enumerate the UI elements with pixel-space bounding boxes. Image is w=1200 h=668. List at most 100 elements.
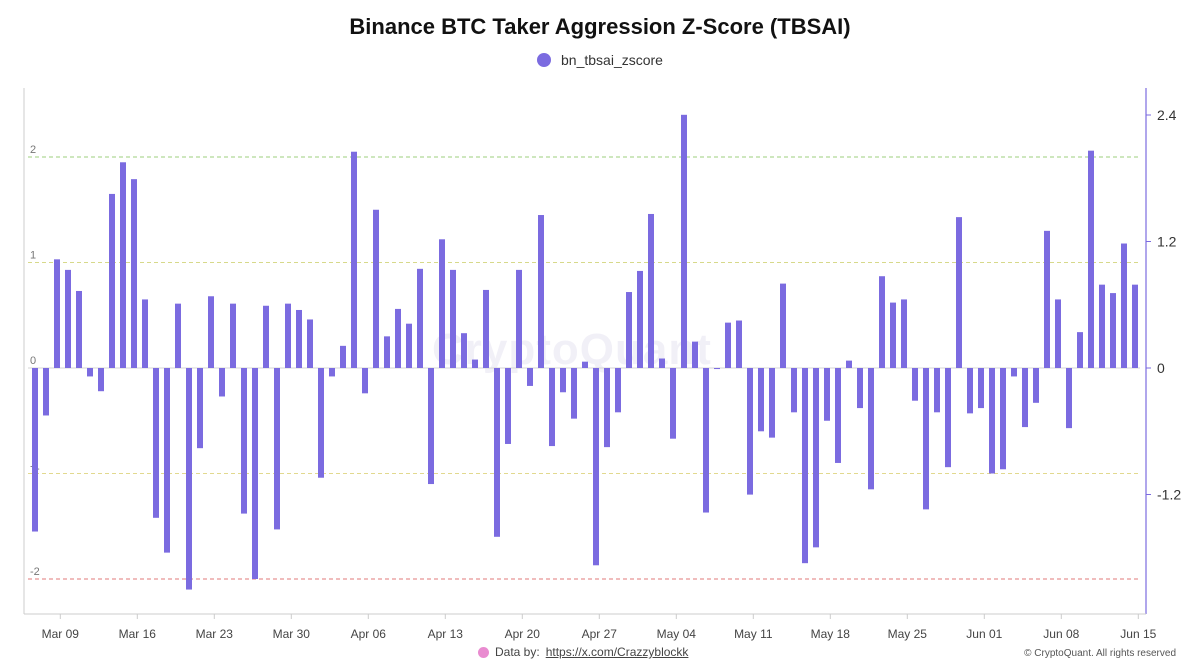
source-icon <box>478 646 489 658</box>
bar <box>813 368 819 548</box>
bar <box>87 368 93 377</box>
bar <box>263 305 269 368</box>
bar <box>351 151 357 368</box>
source-link[interactable]: https://x.com/Crazzyblockk <box>545 645 689 659</box>
bar <box>450 269 456 368</box>
x-axis-tick-label: May 04 <box>657 627 697 641</box>
bar <box>1066 368 1072 429</box>
x-axis-tick-label: Jun 15 <box>1120 627 1156 641</box>
bar <box>1022 368 1028 428</box>
bar <box>197 368 203 449</box>
bar <box>1088 150 1094 368</box>
x-axis-tick-label: Mar 30 <box>273 627 311 641</box>
left-axis-tick-label: -2 <box>30 566 40 578</box>
x-axis-tick-label: Mar 09 <box>42 627 80 641</box>
bar <box>274 368 280 530</box>
bar <box>186 368 192 590</box>
bar <box>538 215 544 368</box>
bar <box>296 309 302 368</box>
bar <box>1055 299 1061 368</box>
x-axis-tick-label: May 11 <box>734 627 773 641</box>
bar <box>483 289 489 368</box>
bar <box>439 239 445 368</box>
bar <box>923 368 929 510</box>
right-axis-tick-label: 1.2 <box>1157 234 1177 250</box>
bar <box>692 341 698 368</box>
bar <box>109 193 115 368</box>
left-axis-tick-label: 0 <box>30 355 36 367</box>
bar <box>329 368 335 377</box>
x-axis-tick-label: Mar 23 <box>196 627 234 641</box>
bar <box>648 213 654 368</box>
chart-title: Binance BTC Taker Aggression Z-Score (TB… <box>349 14 851 39</box>
bar <box>516 269 522 368</box>
bar <box>912 368 918 401</box>
bar <box>989 368 995 474</box>
bar <box>934 368 940 413</box>
bar <box>208 296 214 368</box>
bar <box>571 368 577 419</box>
bar <box>714 368 720 370</box>
bar <box>626 292 632 368</box>
bar <box>230 303 236 368</box>
bar <box>406 323 412 368</box>
bar <box>65 269 71 368</box>
right-axis-tick-label: -1.2 <box>1157 487 1181 503</box>
bar <box>142 299 148 368</box>
x-axis-tick-label: May 25 <box>888 627 928 641</box>
bar <box>505 368 511 444</box>
bar <box>1011 368 1017 377</box>
right-axis-tick-label: 2.4 <box>1157 107 1177 123</box>
x-axis-tick-label: Mar 16 <box>119 627 157 641</box>
bar <box>747 368 753 495</box>
bar <box>791 368 797 413</box>
bar <box>802 368 808 564</box>
bar <box>890 302 896 368</box>
bar <box>879 276 885 368</box>
legend-swatch <box>537 53 552 67</box>
bar <box>615 368 621 413</box>
bar <box>758 368 764 432</box>
bar <box>417 268 423 368</box>
bar <box>560 368 566 393</box>
bar <box>967 368 973 414</box>
x-axis-tick-label: Jun 01 <box>966 627 1002 641</box>
bar <box>318 368 324 478</box>
bar <box>956 217 962 368</box>
bar <box>725 322 731 368</box>
legend[interactable]: bn_tbsai_zscore <box>0 52 1200 68</box>
bar <box>175 303 181 368</box>
bar <box>54 259 60 368</box>
bar <box>164 368 170 553</box>
x-axis-tick-label: Apr 27 <box>582 627 618 641</box>
bar <box>307 319 313 368</box>
bar <box>670 368 676 439</box>
bar <box>373 209 379 368</box>
bar <box>98 368 104 392</box>
x-axis-tick-label: Apr 20 <box>505 627 541 641</box>
bar <box>384 336 390 368</box>
bar <box>1044 230 1050 368</box>
x-axis-tick-label: Apr 13 <box>428 627 464 641</box>
data-source: Data by: https://x.com/Crazzyblockk <box>478 645 688 659</box>
bar <box>131 179 137 368</box>
bar <box>857 368 863 409</box>
bar <box>494 368 500 537</box>
bar <box>241 368 247 514</box>
bar <box>824 368 830 421</box>
bar <box>978 368 984 409</box>
bar <box>835 368 841 463</box>
bar <box>252 368 258 579</box>
x-axis-tick-label: Apr 06 <box>351 627 387 641</box>
bar <box>846 360 852 368</box>
bar <box>681 114 687 368</box>
bar <box>1000 368 1006 470</box>
bar <box>219 368 225 397</box>
bar <box>945 368 951 468</box>
bar <box>43 368 49 416</box>
bar <box>1132 284 1138 368</box>
bar <box>362 368 368 394</box>
left-axis-tick-label: 2 <box>30 144 36 156</box>
bar <box>659 358 665 368</box>
